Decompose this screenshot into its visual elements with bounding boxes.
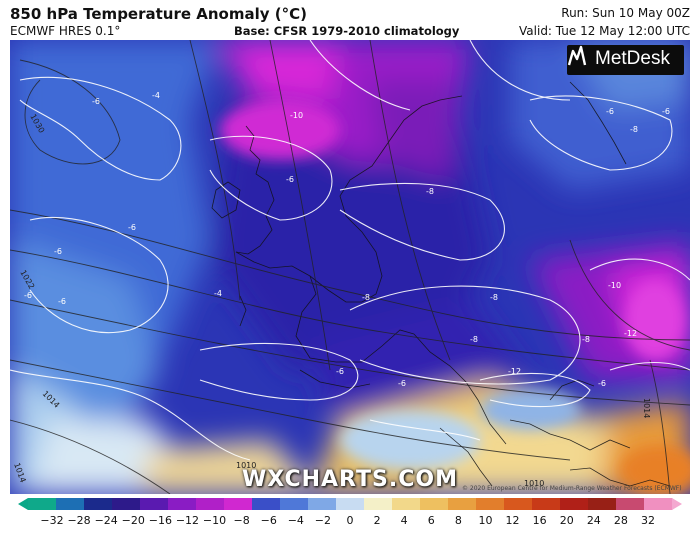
colorbar-segment	[644, 498, 673, 510]
wxcharts-watermark: WXCHARTS.COM	[242, 467, 458, 492]
copyright-notice: © 2020 European Centre for Medium-Range …	[462, 485, 682, 492]
isotherm-label: -6	[286, 175, 294, 184]
colorbar-segment	[588, 498, 617, 510]
colorbar-segment	[280, 498, 309, 510]
anomaly-colorbar	[18, 498, 682, 510]
colorbar-tick-label: 24	[586, 514, 601, 527]
isobar-label: 1014	[642, 398, 651, 418]
isotherm-label: -6	[92, 97, 100, 106]
isotherm-label: -8	[630, 125, 638, 134]
isobar-label: 1010	[524, 479, 544, 488]
colorbar-segment	[336, 498, 365, 510]
colorbar-tick-label: −16	[148, 514, 172, 527]
colorbar-tick-label: 20	[559, 514, 574, 527]
coastlines	[211, 81, 671, 487]
metdesk-logo-text: MetDesk	[595, 48, 670, 69]
colorbar-segment	[196, 498, 225, 510]
isotherm-label: -8	[582, 335, 590, 344]
isotherm-label: -6	[336, 367, 344, 376]
colorbar-tick-label: 12	[505, 514, 520, 527]
colorbar-ticks: −32 −28 −24 −20 −16 −12 −10 −8 −6 −4 −2 0 2 4 6 8 10 12 16…	[0, 510, 700, 536]
colorbar-segment	[56, 498, 85, 510]
colorbar-tick-label: −8	[233, 514, 250, 527]
temperature-anomaly-map: -6 -4 -6 -6 -6 -6 -4 -6 -10 -6 -6 -8 -8 …	[10, 40, 690, 494]
map-field: -6 -4 -6 -6 -6 -6 -4 -6 -10 -6 -6 -8 -8 …	[10, 40, 690, 494]
colorbar-segment	[28, 498, 57, 510]
climatology-base-label: Base: CFSR 1979-2010 climatology	[234, 24, 460, 38]
colorbar-tick-label: −20	[121, 514, 145, 527]
isotherm-label: -8	[362, 293, 370, 302]
colorbar-segment	[252, 498, 281, 510]
colorbar-tick-label: −4	[287, 514, 304, 527]
chart-title: 850 hPa Temperature Anomaly (°C)	[10, 5, 307, 23]
isotherm-label: -6	[662, 107, 670, 116]
isotherm-label: -6	[54, 247, 62, 256]
isotherm-label: -6	[24, 291, 32, 300]
colorbar-tick-label: 8	[454, 514, 462, 527]
run-time-label: Run: Sun 10 May 00Z	[561, 6, 690, 20]
colorbar-tick-label: −2	[314, 514, 332, 527]
isotherm-label: -8	[426, 187, 434, 196]
colorbar-tick-label: 28	[613, 514, 628, 527]
colorbar-max-arrow	[672, 498, 682, 510]
isotherm-label: -6	[606, 107, 614, 116]
colorbar-segment	[84, 498, 113, 510]
isotherm-label: -4	[214, 289, 222, 298]
colorbar-segment	[560, 498, 589, 510]
colorbar-tick-label: −12	[175, 514, 200, 527]
isotherm-label: -6	[58, 297, 66, 306]
isotherm-label: -6	[128, 223, 136, 232]
colorbar-tick-label: −6	[260, 514, 277, 527]
colorbar-tick-label: 10	[478, 514, 493, 527]
isotherm-label: -8	[470, 335, 478, 344]
colorbar-tick-label: −10	[202, 514, 227, 527]
colorbar-tick-label: 6	[427, 514, 435, 527]
metdesk-logo: MetDesk	[567, 45, 684, 75]
isotherms	[10, 40, 690, 461]
colorbar-tick-label: −24	[94, 514, 118, 527]
isotherm-label: -12	[508, 367, 521, 376]
colorbar-segment	[448, 498, 477, 510]
isotherm-label: -10	[608, 281, 621, 290]
isotherm-label: -12	[624, 329, 637, 338]
colorbar-min-arrow	[18, 498, 28, 510]
model-label: ECMWF HRES 0.1°	[10, 24, 121, 38]
colorbar-tick-label: 32	[641, 514, 655, 527]
colorbar-segment	[392, 498, 421, 510]
colorbar-segment	[112, 498, 141, 510]
colorbar-segment	[224, 498, 253, 510]
colorbar-tick-label: −32	[40, 514, 64, 527]
colorbar-segment	[364, 498, 393, 510]
isotherm-label: -8	[490, 293, 498, 302]
isotherm-label: -10	[290, 111, 303, 120]
isotherm-labels: -6 -4 -6 -6 -6 -6 -4 -6 -10 -6 -6 -8 -8 …	[24, 91, 670, 388]
colorbar-segment	[504, 498, 533, 510]
chart-header: 850 hPa Temperature Anomaly (°C) ECMWF H…	[0, 0, 700, 42]
colorbar-tick-label: 16	[532, 514, 547, 527]
metdesk-logo-icon	[567, 45, 587, 66]
colorbar-segment	[616, 498, 645, 510]
colorbar-segment	[308, 498, 337, 510]
colorbar-segment	[420, 498, 449, 510]
colorbar-tick-label: 0	[346, 514, 354, 527]
colorbar-segment	[476, 498, 505, 510]
colorbar-tick-label: −28	[67, 514, 91, 527]
isobars	[10, 40, 690, 494]
colorbar-segment	[168, 498, 197, 510]
colorbar-tick-label: 2	[373, 514, 381, 527]
valid-time-label: Valid: Tue 12 May 12:00 UTC	[519, 24, 690, 38]
isotherm-label: -6	[598, 379, 606, 388]
isobar-label: 1010	[236, 461, 256, 470]
isotherm-label: -4	[152, 91, 160, 100]
colorbar-segment	[140, 498, 169, 510]
isotherm-label: -6	[398, 379, 406, 388]
colorbar-segment	[532, 498, 561, 510]
colorbar-tick-label: 4	[400, 514, 408, 527]
